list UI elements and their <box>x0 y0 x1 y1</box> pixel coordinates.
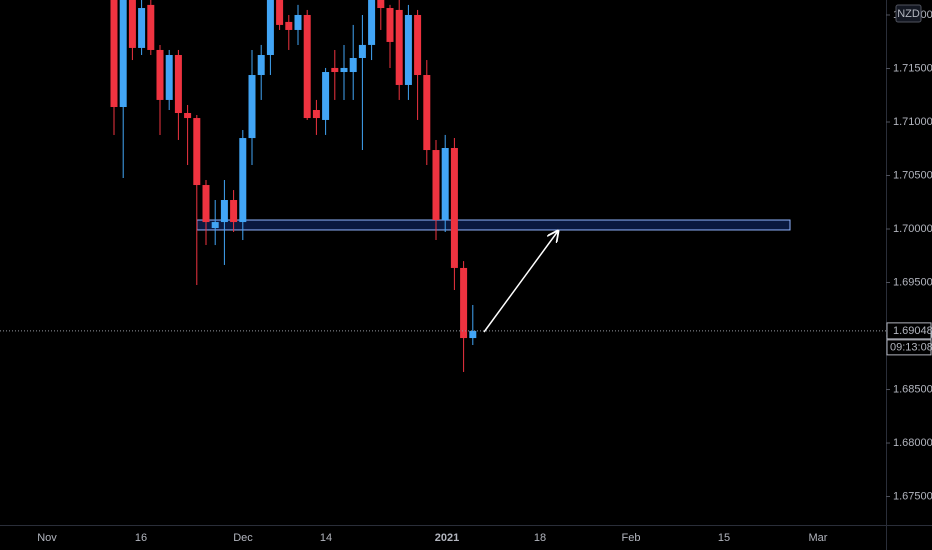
y-tick-label: 1.67500 <box>893 490 932 502</box>
candle-body <box>340 67 348 73</box>
candle-body <box>276 0 284 25</box>
candle-body <box>312 110 320 119</box>
candle-body <box>119 0 127 108</box>
candle-body <box>110 0 118 108</box>
candle-body <box>432 150 440 221</box>
y-tick-label: 1.69500 <box>893 276 932 288</box>
x-tick-label: 2021 <box>435 532 459 544</box>
y-tick-label: 1.70500 <box>893 169 932 181</box>
candle-body <box>368 0 376 45</box>
x-tick-label: Dec <box>233 532 253 544</box>
candle-body <box>469 330 477 339</box>
y-tick-label: 1.71000 <box>893 116 932 128</box>
candle-body <box>257 55 265 76</box>
candle-body <box>414 14 422 76</box>
candle-body <box>358 44 366 59</box>
countdown-label: 09:13:08 <box>890 341 932 353</box>
x-tick-label: Mar <box>809 532 828 544</box>
x-tick-label: Nov <box>37 532 57 544</box>
candle-body <box>266 0 274 56</box>
last-price-tag <box>886 322 932 340</box>
y-tick-label: 1.68000 <box>893 437 932 449</box>
candle-body <box>294 14 302 30</box>
candle-body <box>386 8 394 42</box>
currency-label: NZD <box>897 8 920 20</box>
currency-badge <box>895 4 922 23</box>
candle-body <box>174 55 182 114</box>
candle-body <box>441 147 449 221</box>
candle-body <box>395 9 403 85</box>
x-tick-label: 15 <box>718 532 730 544</box>
candle-body <box>423 75 431 151</box>
candle-body <box>322 72 330 120</box>
candle-body <box>303 14 311 119</box>
candle-body <box>404 14 412 85</box>
candle-body <box>349 58 357 73</box>
y-tick-label: 1.71500 <box>893 62 932 74</box>
candle-body <box>202 185 210 223</box>
y-tick-label: 1.68500 <box>893 383 932 395</box>
candle-body <box>285 21 293 30</box>
arrow-drawing <box>483 231 558 333</box>
last-price-label: 1.69048 <box>893 325 932 337</box>
candle-body <box>331 67 339 73</box>
candle-body <box>138 8 146 48</box>
candle-body <box>211 222 219 229</box>
candle-body <box>128 0 136 48</box>
support-zone <box>196 219 791 231</box>
candle-body <box>248 75 256 139</box>
candle-body <box>165 55 173 100</box>
candle-body <box>193 118 201 186</box>
countdown-tag <box>886 339 932 356</box>
candle-body <box>230 200 238 223</box>
y-tick-label: 1.70000 <box>893 223 932 235</box>
candle-body <box>147 4 155 50</box>
x-tick-label: Feb <box>622 532 641 544</box>
candle-body <box>239 138 247 223</box>
candle-body <box>450 147 458 268</box>
candle-body <box>184 113 192 119</box>
candle-body <box>156 49 164 100</box>
candle-body <box>220 200 228 223</box>
x-tick-label: 18 <box>534 532 546 544</box>
candle-body <box>377 0 385 9</box>
x-tick-label: 14 <box>320 532 332 544</box>
candle-body <box>460 267 468 339</box>
x-tick-label: 16 <box>135 532 147 544</box>
